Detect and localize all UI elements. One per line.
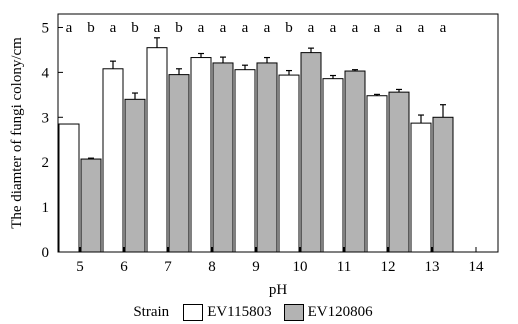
significance-letter: a [220,20,227,36]
significance-letter: b [175,20,183,36]
plot-frame [57,13,499,253]
bar-ev120806 [80,158,102,253]
bar-ev115803 [102,68,124,253]
bar-ev120806 [256,62,278,253]
bar-ev120806 [388,91,410,253]
significance-letter: a [242,20,249,36]
bar-ev120806 [124,98,146,253]
y-tick-label: 4 [42,65,50,81]
y-tick-label: 2 [42,155,50,171]
y-tick-label: 0 [42,245,50,261]
significance-letter: b [87,20,95,36]
y-tick-label: 5 [42,20,50,36]
legend-title: Strain [133,303,170,320]
y-tick-label: 3 [42,110,50,126]
significance-letter: b [285,20,293,36]
significance-letter: a [330,20,337,36]
significance-letter: b [131,20,139,36]
bar-ev115803 [234,69,256,253]
x-tick-label: 11 [337,259,351,275]
bar-ev115803 [146,47,168,253]
legend-label-ev115803: EV115803 [207,303,272,320]
bar-ev120806 [300,52,322,253]
legend-label-ev120806: EV120806 [307,303,373,320]
x-tick-label: 13 [425,259,440,275]
significance-letter: a [110,20,117,36]
legend: Strain EV115803 EV120806 [0,300,518,324]
legend-item-ev120806: EV120806 [283,303,373,321]
bar-ev115803 [190,57,212,253]
bar-ev120806 [168,74,190,253]
x-tick-label: 14 [469,259,485,275]
significance-letter: a [264,20,271,36]
bar-ev115803 [278,74,300,253]
significance-letter: a [374,20,381,36]
significance-letter: a [418,20,425,36]
legend-swatch-ev120806 [283,303,304,321]
significance-letter: a [154,20,161,36]
legend-item-ev115803: EV115803 [183,303,272,321]
significance-letter: a [396,20,403,36]
bar-ev115803 [410,122,432,253]
bar-ev120806 [344,70,366,253]
bar-ev115803 [58,123,80,253]
x-tick-label: 7 [164,259,172,275]
x-tick-label: 8 [208,259,216,275]
x-tick-label: 6 [120,259,128,275]
legend-swatch-ev115803 [183,303,204,321]
bar-ev115803 [366,95,388,253]
bar-ev120806 [212,62,234,253]
significance-letter: a [440,20,447,36]
x-tick-label: 5 [76,259,84,275]
bar-ev120806 [432,116,454,253]
x-tick-label: 9 [252,259,260,275]
significance-letter: a [352,20,359,36]
y-tick-label: 1 [42,200,50,216]
x-tick-label: 12 [381,259,396,275]
significance-letter: a [198,20,205,36]
significance-letter: a [308,20,315,36]
x-tick-label: 10 [293,259,308,275]
significance-letter: a [66,20,73,36]
x-axis-title: pH [269,282,288,298]
y-axis-title: The diamter of fungi colony/cm [9,37,25,229]
bar-ev115803 [322,78,344,253]
